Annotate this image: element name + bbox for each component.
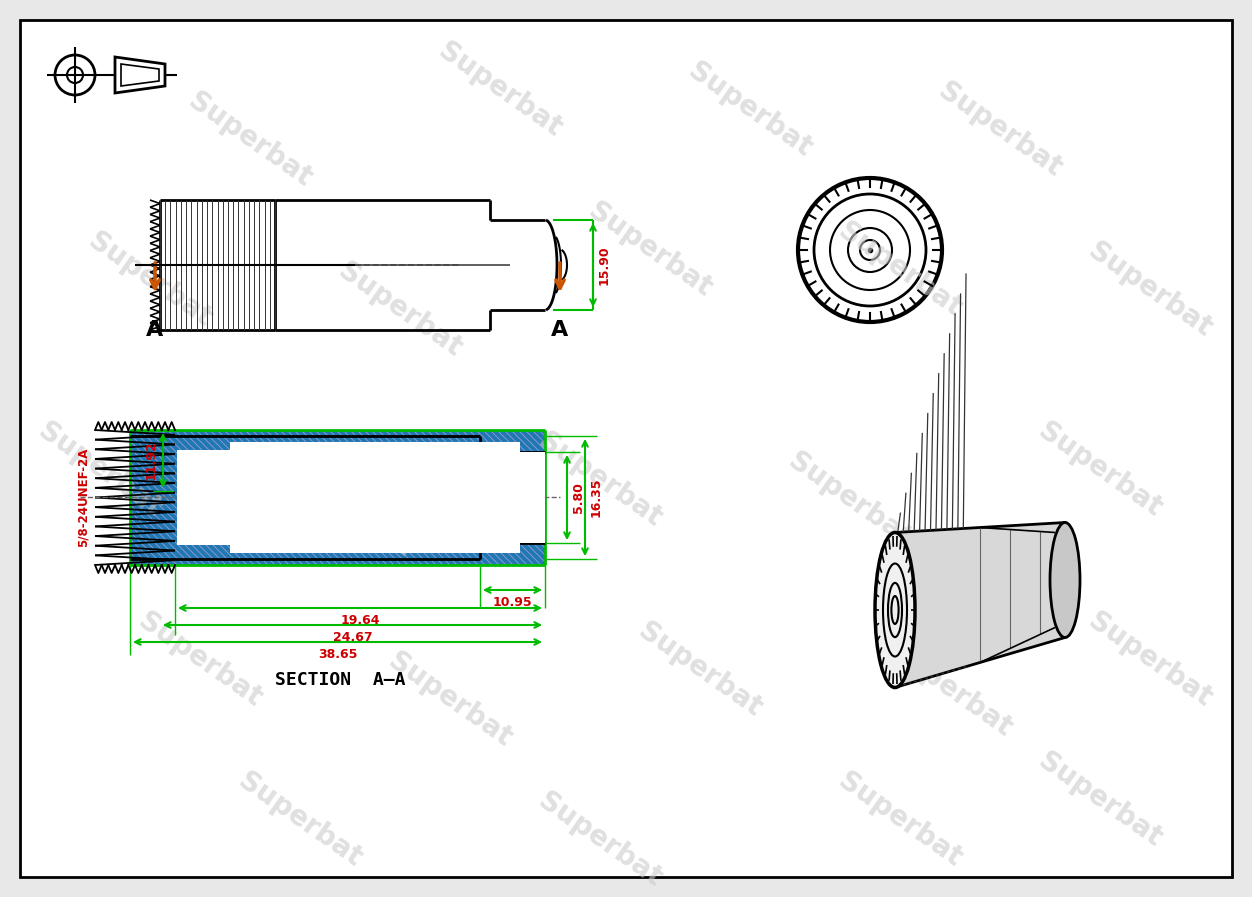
Text: Superbat: Superbat: [233, 767, 367, 873]
Bar: [230, 442, 520, 553]
Text: Superbat: Superbat: [533, 788, 667, 893]
Text: Superbat: Superbat: [283, 457, 417, 562]
Text: 10.95: 10.95: [493, 596, 532, 609]
Text: A: A: [146, 320, 164, 340]
Text: 16.35: 16.35: [590, 478, 603, 518]
Text: 38.65: 38.65: [318, 648, 357, 661]
Text: Superbat: Superbat: [833, 767, 967, 873]
Polygon shape: [895, 522, 1065, 687]
Text: Superbat: Superbat: [1083, 607, 1217, 713]
Text: 15.90: 15.90: [598, 245, 611, 285]
Ellipse shape: [1050, 522, 1080, 638]
Bar: [177, 450, 232, 545]
Text: Superbat: Superbat: [383, 648, 517, 753]
Text: Superbat: Superbat: [1033, 417, 1167, 523]
Ellipse shape: [875, 533, 915, 687]
Text: Superbat: Superbat: [83, 227, 217, 333]
Text: Superbat: Superbat: [133, 607, 267, 713]
Text: Superbat: Superbat: [433, 37, 567, 143]
Text: 19.64: 19.64: [341, 614, 379, 627]
Text: Superbat: Superbat: [833, 217, 967, 323]
Text: 5/8-24UNEF-2A: 5/8-24UNEF-2A: [76, 448, 89, 547]
FancyBboxPatch shape: [20, 20, 1232, 877]
Text: 11.92: 11.92: [145, 440, 158, 480]
Text: 5.80: 5.80: [572, 482, 585, 513]
Text: SECTION  A–A: SECTION A–A: [274, 671, 406, 689]
Text: Superbat: Superbat: [782, 448, 916, 553]
Text: Superbat: Superbat: [183, 87, 317, 193]
Text: A: A: [551, 320, 568, 340]
Bar: [480, 452, 545, 543]
Text: 24.67: 24.67: [333, 631, 372, 644]
Text: Superbat: Superbat: [1083, 237, 1217, 343]
Text: Superbat: Superbat: [333, 257, 467, 362]
Text: Superbat: Superbat: [634, 617, 767, 723]
Text: Superbat: Superbat: [533, 427, 667, 533]
Text: Superbat: Superbat: [583, 197, 717, 303]
Text: Superbat: Superbat: [933, 77, 1067, 183]
Text: Superbat: Superbat: [883, 637, 1017, 743]
Text: Superbat: Superbat: [33, 417, 167, 523]
Text: Superbat: Superbat: [1033, 747, 1167, 853]
Text: Superbat: Superbat: [682, 57, 818, 162]
Bar: [130, 430, 545, 565]
